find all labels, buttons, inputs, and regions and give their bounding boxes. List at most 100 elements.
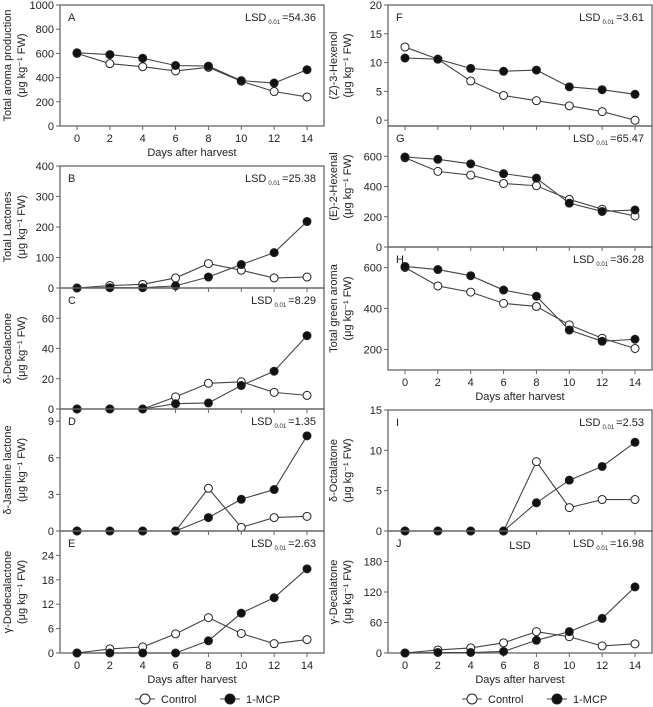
panel-letter: H <box>396 254 404 266</box>
panel-d: 0 3 6 9 δ-Jasmine lactone (μg kg⁻¹ FW) D LSD 0.0… <box>2 408 325 538</box>
y-tick-label: 0 <box>48 283 54 295</box>
data-point <box>531 457 541 467</box>
series-1-mcp <box>400 152 640 216</box>
y-tick-label: 5 <box>376 486 382 498</box>
y-tick-label: 100 <box>36 253 54 265</box>
data-point <box>302 92 312 102</box>
y-tick-label: 0 <box>376 526 382 538</box>
data-point <box>236 628 246 638</box>
y-axis-label: (μg kg⁻¹ FW) <box>16 195 28 259</box>
data-point <box>597 641 607 651</box>
x-tick-label: 2 <box>435 660 441 672</box>
data-point <box>499 298 509 308</box>
y-tick-label: 200 <box>36 97 54 109</box>
lsd-label: LSD <box>245 173 266 185</box>
data-point <box>236 522 246 532</box>
series-line <box>404 265 636 342</box>
legend-control-label: Control <box>488 694 523 706</box>
data-point <box>531 291 541 301</box>
data-point <box>564 198 574 208</box>
y-tick-label: 3 <box>48 489 54 501</box>
data-point <box>171 273 181 283</box>
y-axis-label: (μg kg⁻¹ FW) <box>342 33 354 97</box>
lsd-extra-label: LSD <box>509 540 530 552</box>
legend-1-mcp-label: 1-MCP <box>246 694 280 706</box>
data-point <box>466 271 476 281</box>
lsd-subscript: 0.01 <box>602 20 614 26</box>
data-point <box>400 152 410 162</box>
series-1-mcp <box>400 53 640 99</box>
data-point <box>564 82 574 92</box>
data-point <box>630 343 640 353</box>
y-tick-label: 10 <box>370 58 382 70</box>
data-point <box>466 159 476 169</box>
data-point <box>269 273 279 283</box>
lsd-annotation: LSD 0.01 =36.28 <box>573 254 644 268</box>
data-point <box>171 61 181 70</box>
y-axis-label: Total Lactones <box>2 191 14 262</box>
x-tick-label: 0 <box>74 660 80 672</box>
y-tick-label: 18 <box>42 575 54 587</box>
data-point <box>171 629 181 639</box>
data-point <box>531 301 541 311</box>
data-point <box>564 503 574 513</box>
series-line <box>404 46 636 121</box>
legend-left: Control 1-MCP <box>135 693 280 706</box>
y-axis-label: (μg kg⁻¹ FW) <box>16 316 28 380</box>
data-point <box>597 206 607 216</box>
data-point <box>236 381 246 391</box>
y-tick-label: 0 <box>48 526 54 538</box>
data-point <box>531 181 541 191</box>
x-tick-label: 0 <box>402 660 408 672</box>
x-tick-label: 6 <box>501 377 507 389</box>
y-tick-label: 0 <box>48 121 54 133</box>
data-point <box>203 613 213 623</box>
data-point <box>203 61 213 71</box>
data-point <box>105 648 115 658</box>
series-line <box>404 631 636 654</box>
x-tick-label: 12 <box>268 660 280 672</box>
data-point <box>269 87 279 97</box>
lsd-label: LSD <box>251 416 272 428</box>
lsd-subscript: 0.01 <box>268 20 280 26</box>
x-tick-label: 2 <box>107 660 113 672</box>
panel-letter: B <box>68 173 75 185</box>
data-point <box>433 166 443 176</box>
data-point <box>499 169 509 179</box>
series-line <box>76 52 308 98</box>
lsd-annotation: LSD 0.01 =2.53 <box>579 417 644 431</box>
plot-frame <box>59 4 325 127</box>
y-tick-label: 600 <box>364 151 382 163</box>
series-line <box>404 586 636 654</box>
data-point <box>597 336 607 346</box>
data-point <box>236 494 246 504</box>
plot-frame <box>59 530 325 654</box>
y-tick-label: 6 <box>48 624 54 636</box>
data-point <box>203 636 213 646</box>
data-point <box>499 178 509 188</box>
x-tick-label: 10 <box>235 660 247 672</box>
x-tick-label: 2 <box>435 377 441 389</box>
panel-a: 0 200 400 600 800 1000 0 2 4 6 8 10 12 14 Days after h… <box>2 0 325 159</box>
data-point <box>171 281 181 291</box>
lsd-value: =2.53 <box>616 417 644 429</box>
lsd-subscript: 0.01 <box>596 262 608 268</box>
y-axis-label: (E)-2-Hexenal <box>328 152 340 220</box>
x-tick-label: 6 <box>501 660 507 672</box>
data-point <box>466 287 476 297</box>
lsd-value: =8.29 <box>288 295 316 307</box>
x-axis-label: Days after harvest <box>475 674 564 686</box>
x-tick-label: 12 <box>596 660 608 672</box>
y-tick-label: 400 <box>364 304 382 316</box>
legend-1-mcp-label: 1-MCP <box>573 694 607 706</box>
x-tick-label: 10 <box>563 660 575 672</box>
x-tick-label: 6 <box>173 133 179 145</box>
x-tick-label: 8 <box>533 660 539 672</box>
panel-letter: C <box>68 295 76 307</box>
lsd-label: LSD <box>245 12 266 24</box>
data-point <box>630 115 640 125</box>
x-tick-label: 10 <box>235 133 247 145</box>
x-tick-label: 14 <box>629 377 641 389</box>
y-tick-label: 200 <box>36 222 54 234</box>
data-point <box>499 90 509 100</box>
